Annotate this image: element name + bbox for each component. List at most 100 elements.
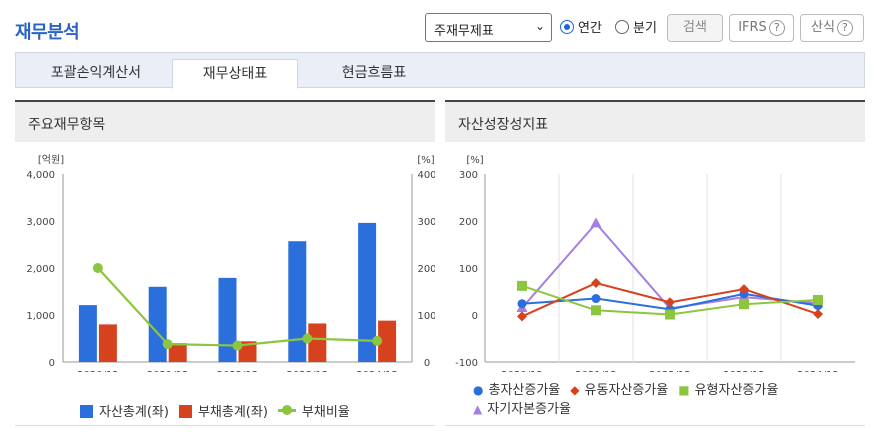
tab-income-statement[interactable]: 포괄손익계산서 [50,65,142,81]
series-point [591,278,601,289]
legend-label: 부채총계(좌) [197,405,268,420]
chevron-down-icon: ⌄ [534,19,545,33]
y-tick-label: 300 [459,170,478,181]
diamond-marker-icon: ◆ [570,383,580,397]
x-tick-label: 2023/12 [723,370,765,372]
bar-total-assets [148,286,167,362]
legend-label: 총자산증가율 [488,383,561,398]
radio-annual[interactable]: 연간 [560,17,602,36]
statement-select[interactable]: 주재무제표 ⌄ [425,13,552,42]
y-tick-label-right: 200 [417,264,435,275]
legend-label: 부채비율 [301,405,350,420]
radio-on-icon [560,20,574,34]
series-point [813,294,823,305]
series-point [813,309,823,320]
y-tick-label-right: 100 [417,311,435,322]
legend-item: 부채총계(좌) [178,401,268,420]
series-point [739,299,749,310]
legend-label: 유형자산증가율 [694,383,779,398]
search-button[interactable]: 검색 [667,14,723,42]
y-tick-label-right: 400 [417,170,435,181]
tab-balance-sheet[interactable]: 재무상태표 [172,59,298,89]
y-tick-label-left: 4,000 [26,170,55,181]
bar-total-liabilities [238,341,257,362]
series-point [665,297,675,308]
series-point [517,280,527,291]
ifrs-label: IFRS [738,20,767,35]
x-tick-label: 2024/12 [797,370,839,372]
debt-ratio-point [372,335,383,346]
color-swatch-icon [178,405,192,418]
search-button-label: 검색 [683,20,707,35]
y-tick-label-left: 3,000 [26,217,55,228]
key-financials-chart: [억원] [%] 4,000 3,000 2,000 1,000 0 400 300 200 100… [26,154,435,372]
panel-title: 주요재무항목 [15,102,435,142]
bar-total-assets [288,241,307,362]
legend-item: ◆ 유동자산증가율 [570,381,668,400]
debt-ratio-line [97,267,378,347]
x-tick-label: 2021/12 [575,370,617,372]
statement-tabs: 포괄손익계산서 재무상태표 현금흐름표 [15,52,865,89]
series-point [517,299,527,309]
asset-growth-panel: 자산성장성지표 [%] 300 200 100 0 -100 2020/12 2021/12 2… [445,100,865,426]
bar-total-liabilities [98,324,117,362]
y-tick-label: -100 [455,358,478,369]
radio-off-icon [615,20,629,34]
square-marker-icon: ■ [678,383,690,397]
legend-label: 자기자본증가율 [487,402,571,417]
x-tick-label: 2020/12 [501,370,543,372]
x-tick-label: 2023/12 [287,370,329,372]
triangle-marker-icon: ▲ [473,402,483,416]
color-swatch-icon [80,405,93,418]
formula-label: 산식 [811,20,835,35]
legend-item: ■ 유형자산증가율 [678,381,778,400]
legend-item: 부채비율 [277,401,350,420]
key-financials-legend: 자산총계(좌) 부채총계(좌) 부채비율 [80,401,360,420]
formula-help-button[interactable]: 산식? [800,14,864,42]
help-icon: ? [768,20,785,36]
asset-growth-chart: [%] 300 200 100 0 -100 2020/12 2021/12 2022/12 20… [455,155,855,372]
page-title: 재무분석 [15,22,80,43]
y-axis-unit-right: [%] [417,155,434,166]
y-tick-label-left: 0 [49,358,55,369]
header-bar: 재무분석 주재무제표 ⌄ 연간 분기 검색 IFRS? 산식? [0,0,874,48]
series-point [591,305,601,316]
x-tick-label: 2022/12 [649,370,691,372]
y-tick-label: 200 [459,217,478,228]
bar-total-assets [78,305,97,362]
debt-ratio-point [232,340,243,351]
y-tick-label-left: 2,000 [26,264,55,275]
panel-title: 자산성장성지표 [445,102,865,142]
help-icon: ? [836,20,853,36]
legend-item: 자산총계(좌) [80,401,169,420]
y-tick-label-right: 0 [424,358,430,369]
y-axis-unit-left: [억원] [38,154,64,166]
debt-ratio-point [162,339,173,350]
bar-total-assets [218,277,237,362]
y-tick-label-right: 300 [417,217,435,228]
bar-total-assets [358,222,377,362]
debt-ratio-point [92,263,103,273]
radio-annual-label: 연간 [578,21,602,36]
line-marker-icon [277,405,296,415]
y-tick-label-left: 1,000 [26,311,55,322]
series-point [665,309,675,320]
series-point [590,217,602,228]
ifrs-help-button[interactable]: IFRS? [729,14,794,42]
y-tick-label: 0 [472,311,478,322]
legend-item: ● 총자산증가율 [473,381,560,400]
x-tick-label: 2022/12 [217,370,259,372]
radio-quarter-label: 분기 [633,21,657,36]
key-financials-panel: 주요재무항목 [억원] [%] 4,000 3,000 2,000 1,000 0 400 30… [15,100,435,426]
bar-total-liabilities [378,320,397,362]
y-tick-label: 100 [459,264,478,275]
legend-label: 유동자산증가율 [584,383,669,398]
y-axis-unit: [%] [466,155,483,166]
bar-total-liabilities [308,323,327,362]
x-tick-label: 2020/12 [77,370,119,372]
radio-quarter[interactable]: 분기 [615,17,657,36]
bar-total-liabilities [168,343,187,362]
tab-cash-flow[interactable]: 현금흐름표 [341,65,407,81]
circle-marker-icon: ● [473,383,484,397]
asset-growth-legend: ● 총자산증가율 ◆ 유동자산증가율 ■ 유형자산증가율 ▲ 자기자본증가율 [473,381,873,419]
